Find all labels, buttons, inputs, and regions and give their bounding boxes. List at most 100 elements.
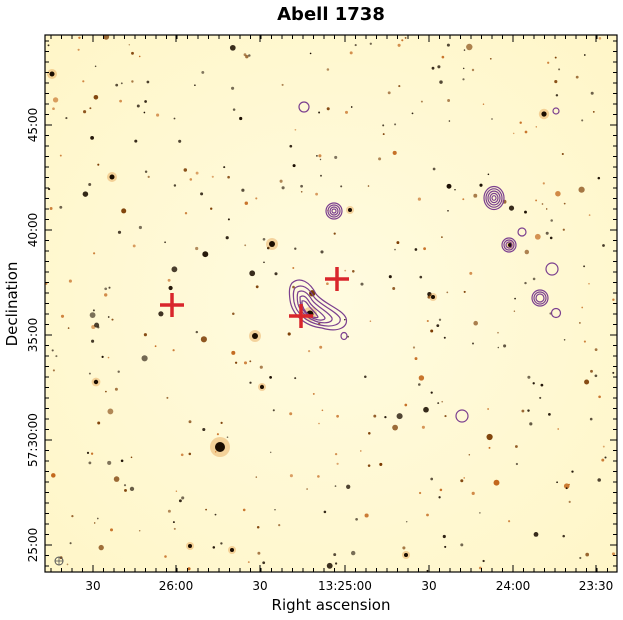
star xyxy=(274,508,276,511)
star xyxy=(384,415,387,419)
star xyxy=(255,197,258,200)
star xyxy=(214,513,217,516)
star xyxy=(309,52,312,55)
star xyxy=(571,470,574,473)
star xyxy=(136,104,140,108)
star xyxy=(404,403,408,407)
star xyxy=(364,375,367,379)
star xyxy=(612,298,615,301)
star xyxy=(93,94,99,100)
star xyxy=(344,269,347,272)
star xyxy=(401,39,404,42)
star xyxy=(202,251,209,258)
star xyxy=(194,84,196,86)
star xyxy=(565,487,568,490)
star xyxy=(590,91,594,95)
ra-tick-label: 26:00 xyxy=(159,579,194,593)
star xyxy=(52,369,55,372)
star xyxy=(88,461,92,465)
star xyxy=(93,252,96,255)
star xyxy=(227,218,230,221)
star xyxy=(90,136,94,140)
contour-ring xyxy=(535,293,545,303)
star xyxy=(232,108,236,111)
star xyxy=(321,409,324,412)
star xyxy=(444,545,447,548)
star xyxy=(360,282,364,286)
star xyxy=(225,236,229,240)
ra-tick-label: 23:30 xyxy=(579,579,614,593)
star xyxy=(229,44,236,51)
star xyxy=(394,123,397,126)
star xyxy=(326,107,330,111)
star xyxy=(562,228,565,231)
star xyxy=(90,452,94,455)
star xyxy=(245,55,249,59)
star xyxy=(312,392,315,395)
star xyxy=(478,566,482,570)
star xyxy=(128,44,131,46)
x-axis-label: Right ascension xyxy=(272,596,391,614)
star xyxy=(167,278,171,282)
star xyxy=(82,80,85,83)
sky-image xyxy=(45,35,617,572)
star xyxy=(438,496,441,499)
star xyxy=(352,270,355,273)
bright-star xyxy=(269,241,275,247)
star xyxy=(195,171,199,175)
contour-level xyxy=(292,285,341,327)
star xyxy=(444,415,447,418)
contour-ring xyxy=(455,409,469,423)
star xyxy=(514,445,518,448)
star xyxy=(488,446,491,449)
contour-ring xyxy=(533,291,547,305)
star xyxy=(49,207,53,210)
contour-ring xyxy=(329,206,339,216)
star xyxy=(272,409,275,412)
star xyxy=(60,314,65,318)
star xyxy=(78,36,81,39)
ra-tick-label: 13:25:00 xyxy=(318,579,372,593)
star xyxy=(274,272,278,276)
star xyxy=(107,460,112,465)
star xyxy=(336,462,339,465)
star xyxy=(466,43,473,51)
star xyxy=(138,530,141,532)
star xyxy=(447,99,451,102)
star xyxy=(97,326,100,329)
star xyxy=(262,561,266,565)
star xyxy=(115,83,119,87)
star xyxy=(479,183,483,187)
star xyxy=(482,103,485,105)
star xyxy=(220,542,223,545)
star xyxy=(318,154,322,158)
star xyxy=(334,485,337,487)
star xyxy=(119,99,122,103)
star xyxy=(134,139,138,143)
star xyxy=(418,491,422,495)
star xyxy=(612,371,615,374)
star xyxy=(262,237,266,241)
star xyxy=(581,306,584,309)
star xyxy=(548,413,551,416)
contour-level xyxy=(288,279,348,331)
star xyxy=(52,97,59,103)
star xyxy=(423,406,429,413)
contour-ring xyxy=(505,241,513,249)
star xyxy=(111,318,114,321)
star xyxy=(333,232,336,235)
star xyxy=(89,312,96,318)
star xyxy=(417,197,421,201)
star xyxy=(521,409,525,413)
star xyxy=(529,422,533,426)
star xyxy=(557,428,560,430)
star xyxy=(508,205,515,211)
star xyxy=(540,383,544,387)
star xyxy=(437,65,441,69)
star xyxy=(156,113,160,117)
star xyxy=(446,43,450,47)
star xyxy=(178,499,182,503)
star xyxy=(350,106,353,108)
star xyxy=(468,453,471,456)
